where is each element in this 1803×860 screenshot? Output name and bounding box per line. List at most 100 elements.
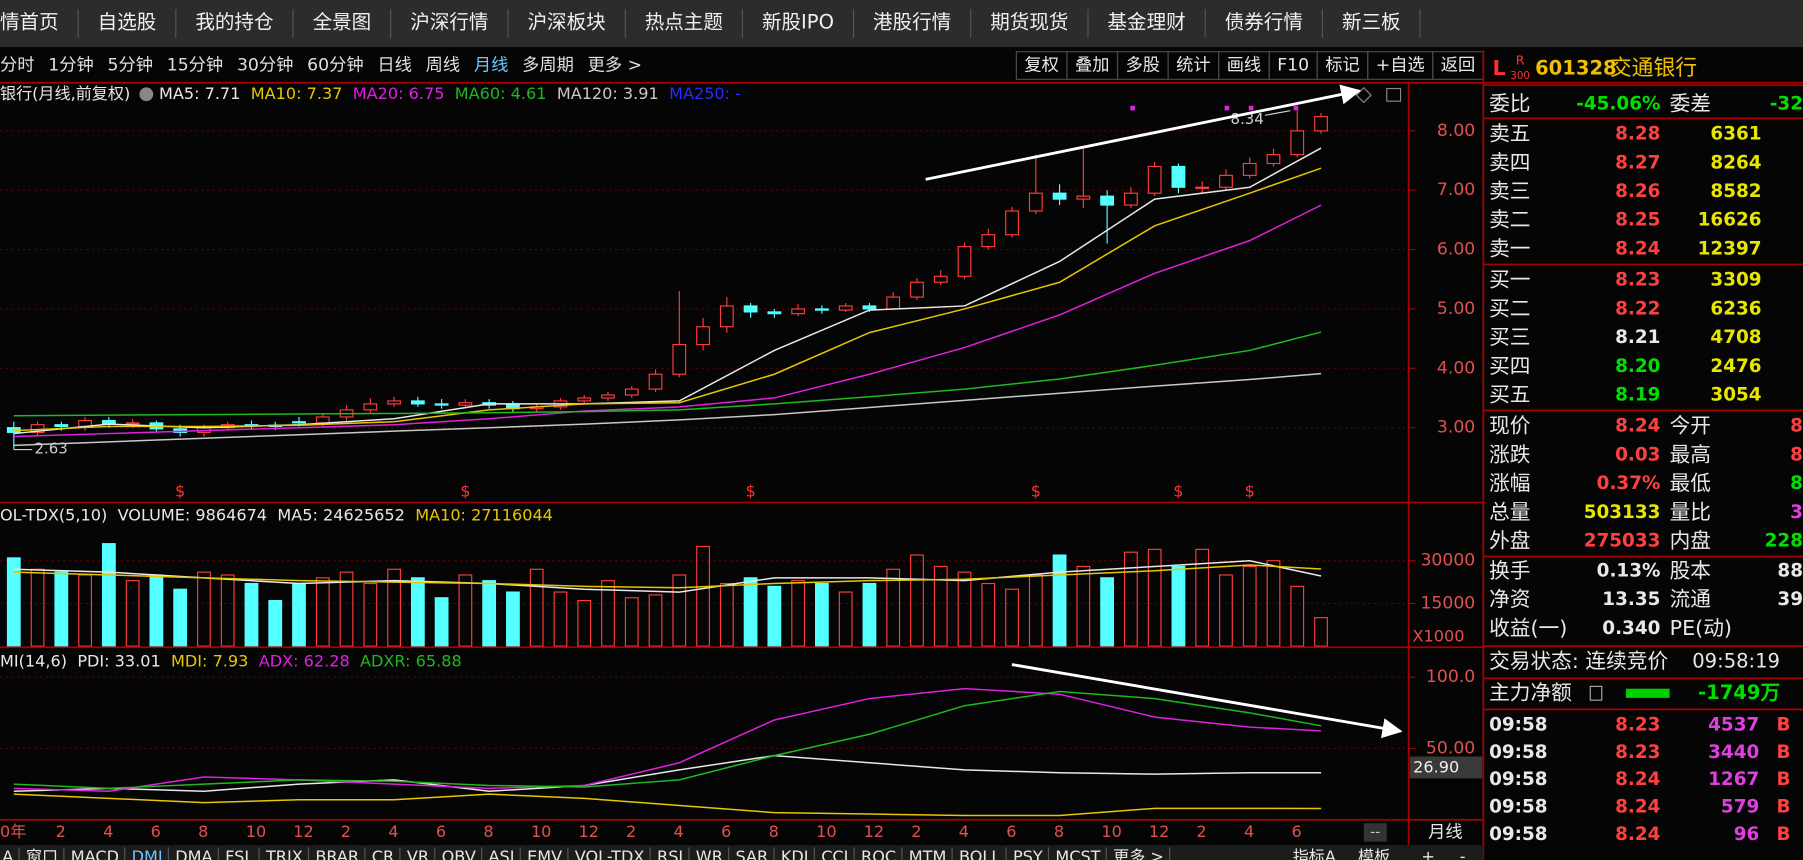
quote-value: 委差 <box>1670 92 1711 116</box>
indicator-tab[interactable]: ASI <box>489 847 515 860</box>
scroll-label[interactable]: -- <box>1370 824 1380 840</box>
nav-tab[interactable]: 全景图 <box>313 10 372 33</box>
period-tab[interactable]: 月线 <box>474 56 508 76</box>
indicator-tab[interactable]: MTM <box>909 847 947 860</box>
indicator-tab[interactable]: TRIX <box>265 847 303 860</box>
tool-button[interactable]: 标记 <box>1325 56 1359 76</box>
candle-body <box>1005 210 1019 236</box>
nav-tab[interactable]: 基金理财 <box>1108 10 1186 33</box>
indicator-tab[interactable]: DMI <box>132 847 163 860</box>
indicator-tab[interactable]: VR <box>407 847 429 860</box>
tool-button[interactable]: 画线 <box>1227 56 1261 76</box>
x-tick-label: 6 <box>721 822 731 841</box>
flow-icon <box>1589 685 1603 701</box>
quote-value: 最高 <box>1670 442 1711 466</box>
nav-tab[interactable]: 情首页 <box>0 10 59 33</box>
candle-body <box>838 305 853 311</box>
indicator-tab[interactable]: CCI <box>821 847 848 860</box>
nav-tab[interactable]: 港股行情 <box>873 10 951 33</box>
tool-button[interactable]: F10 <box>1277 56 1309 76</box>
period-tab[interactable]: 60分钟 <box>307 56 363 76</box>
quote-value: 3 <box>1790 502 1803 523</box>
nav-tab[interactable]: 新股IPO <box>762 10 834 33</box>
quote-value: B <box>1777 742 1791 763</box>
candle-body <box>1195 186 1210 189</box>
nav-tab[interactable]: 新三板 <box>1342 10 1401 33</box>
quote-value: 流通 <box>1670 587 1712 611</box>
period-tab[interactable]: 15分钟 <box>167 56 223 76</box>
quote-value: 8.24 <box>1615 238 1660 259</box>
indicator-tab[interactable]: BRAR <box>315 847 359 860</box>
x-tick-label: 12 <box>293 822 313 841</box>
candle-body <box>624 388 639 396</box>
indicator-tab[interactable]: WR <box>696 847 723 860</box>
signal-dot <box>1293 105 1299 111</box>
indicator-tab[interactable]: EMV <box>527 847 562 860</box>
indicator-tab[interactable]: SAR <box>736 847 769 860</box>
candle-body <box>54 424 69 428</box>
volume-bar <box>1290 585 1305 647</box>
period-tab[interactable]: 日线 <box>377 56 411 76</box>
quote-label: 收益(一) <box>1489 616 1567 640</box>
indicator-tab[interactable]: BOLL <box>959 847 1000 860</box>
control-tab[interactable]: 指标A <box>1293 847 1336 860</box>
x-tick-label: 4 <box>103 822 113 841</box>
control-tab[interactable]: - <box>1460 847 1466 860</box>
indicator-tab[interactable]: A <box>2 847 13 860</box>
indicator-tab[interactable]: RSI <box>657 847 683 860</box>
control-tab[interactable]: + <box>1421 847 1434 860</box>
indicator-tab[interactable]: VOL-TDX <box>575 847 645 860</box>
volume-bar <box>696 545 710 647</box>
x-tick-label: 8 <box>1054 822 1064 841</box>
indicator-tab[interactable]: OBV <box>442 847 476 860</box>
legend-entry: MA60: 4.61 <box>455 84 547 103</box>
period-tab[interactable]: 周线 <box>426 56 460 76</box>
x-tick-label: 10 <box>816 822 836 841</box>
tool-button[interactable]: 复权 <box>1024 56 1058 76</box>
x-tick-label: 8 <box>769 822 779 841</box>
candle-body <box>696 326 710 346</box>
indicator-tab[interactable]: KDJ <box>781 847 809 860</box>
period-tab[interactable]: 分时 <box>0 56 34 76</box>
indicator-tab[interactable]: MCST <box>1055 847 1100 860</box>
nav-tab[interactable]: 债券行情 <box>1225 10 1303 33</box>
indicator-tab[interactable]: CR <box>372 847 394 860</box>
x-tick-label: 6 <box>151 822 161 841</box>
indicator-tab[interactable]: 窗口 <box>26 847 58 860</box>
period-tab[interactable]: 更多 > <box>588 56 642 76</box>
period-tab[interactable]: 多周期 <box>522 56 574 76</box>
indicator-tab[interactable]: PSY <box>1013 847 1043 860</box>
nav-tab[interactable]: 沪深行情 <box>410 10 488 33</box>
indicator-tab[interactable]: MACD <box>71 847 119 860</box>
chart-area: $ $ $ $ $ $8.342.63 <box>0 105 1409 817</box>
control-tab[interactable]: 模板 <box>1358 847 1390 860</box>
nav-tab[interactable]: 期货现货 <box>990 10 1068 33</box>
period-tab[interactable]: 5分钟 <box>108 56 153 76</box>
indicator-tab[interactable]: ROC <box>861 847 896 860</box>
x-tick-label: 2 <box>1196 822 1206 841</box>
quote-value: -32 <box>1770 94 1803 115</box>
tool-button[interactable]: +自选 <box>1376 56 1425 76</box>
nav-tab[interactable]: 沪深板块 <box>528 10 606 33</box>
indicator-tab[interactable]: FSL <box>225 847 253 860</box>
volume-bar <box>1266 560 1281 647</box>
candle-body <box>458 402 473 406</box>
tool-button[interactable]: 返回 <box>1441 56 1475 76</box>
candle-body <box>1219 174 1233 188</box>
y-tick-label: 6.00 <box>1437 240 1475 260</box>
indicator-tab[interactable]: 更多 > <box>1113 847 1164 860</box>
nav-tab[interactable]: 自选股 <box>98 10 157 33</box>
nav-tab[interactable]: 我的持仓 <box>195 10 273 33</box>
tool-button[interactable]: 叠加 <box>1075 56 1109 76</box>
tool-button[interactable]: 多股 <box>1126 56 1160 76</box>
volume-bar <box>601 580 615 647</box>
candle-body <box>815 308 829 311</box>
legend-entry: MA250: - <box>669 84 741 103</box>
tool-button[interactable]: 统计 <box>1176 56 1210 76</box>
period-tab[interactable]: 30分钟 <box>237 56 293 76</box>
indicator-line <box>13 687 1322 792</box>
period-tab[interactable]: 1分钟 <box>48 56 93 76</box>
indicator-tab[interactable]: DMA <box>175 847 212 860</box>
quote-label: 卖一 <box>1489 236 1530 260</box>
nav-tab[interactable]: 热点主题 <box>645 10 723 33</box>
